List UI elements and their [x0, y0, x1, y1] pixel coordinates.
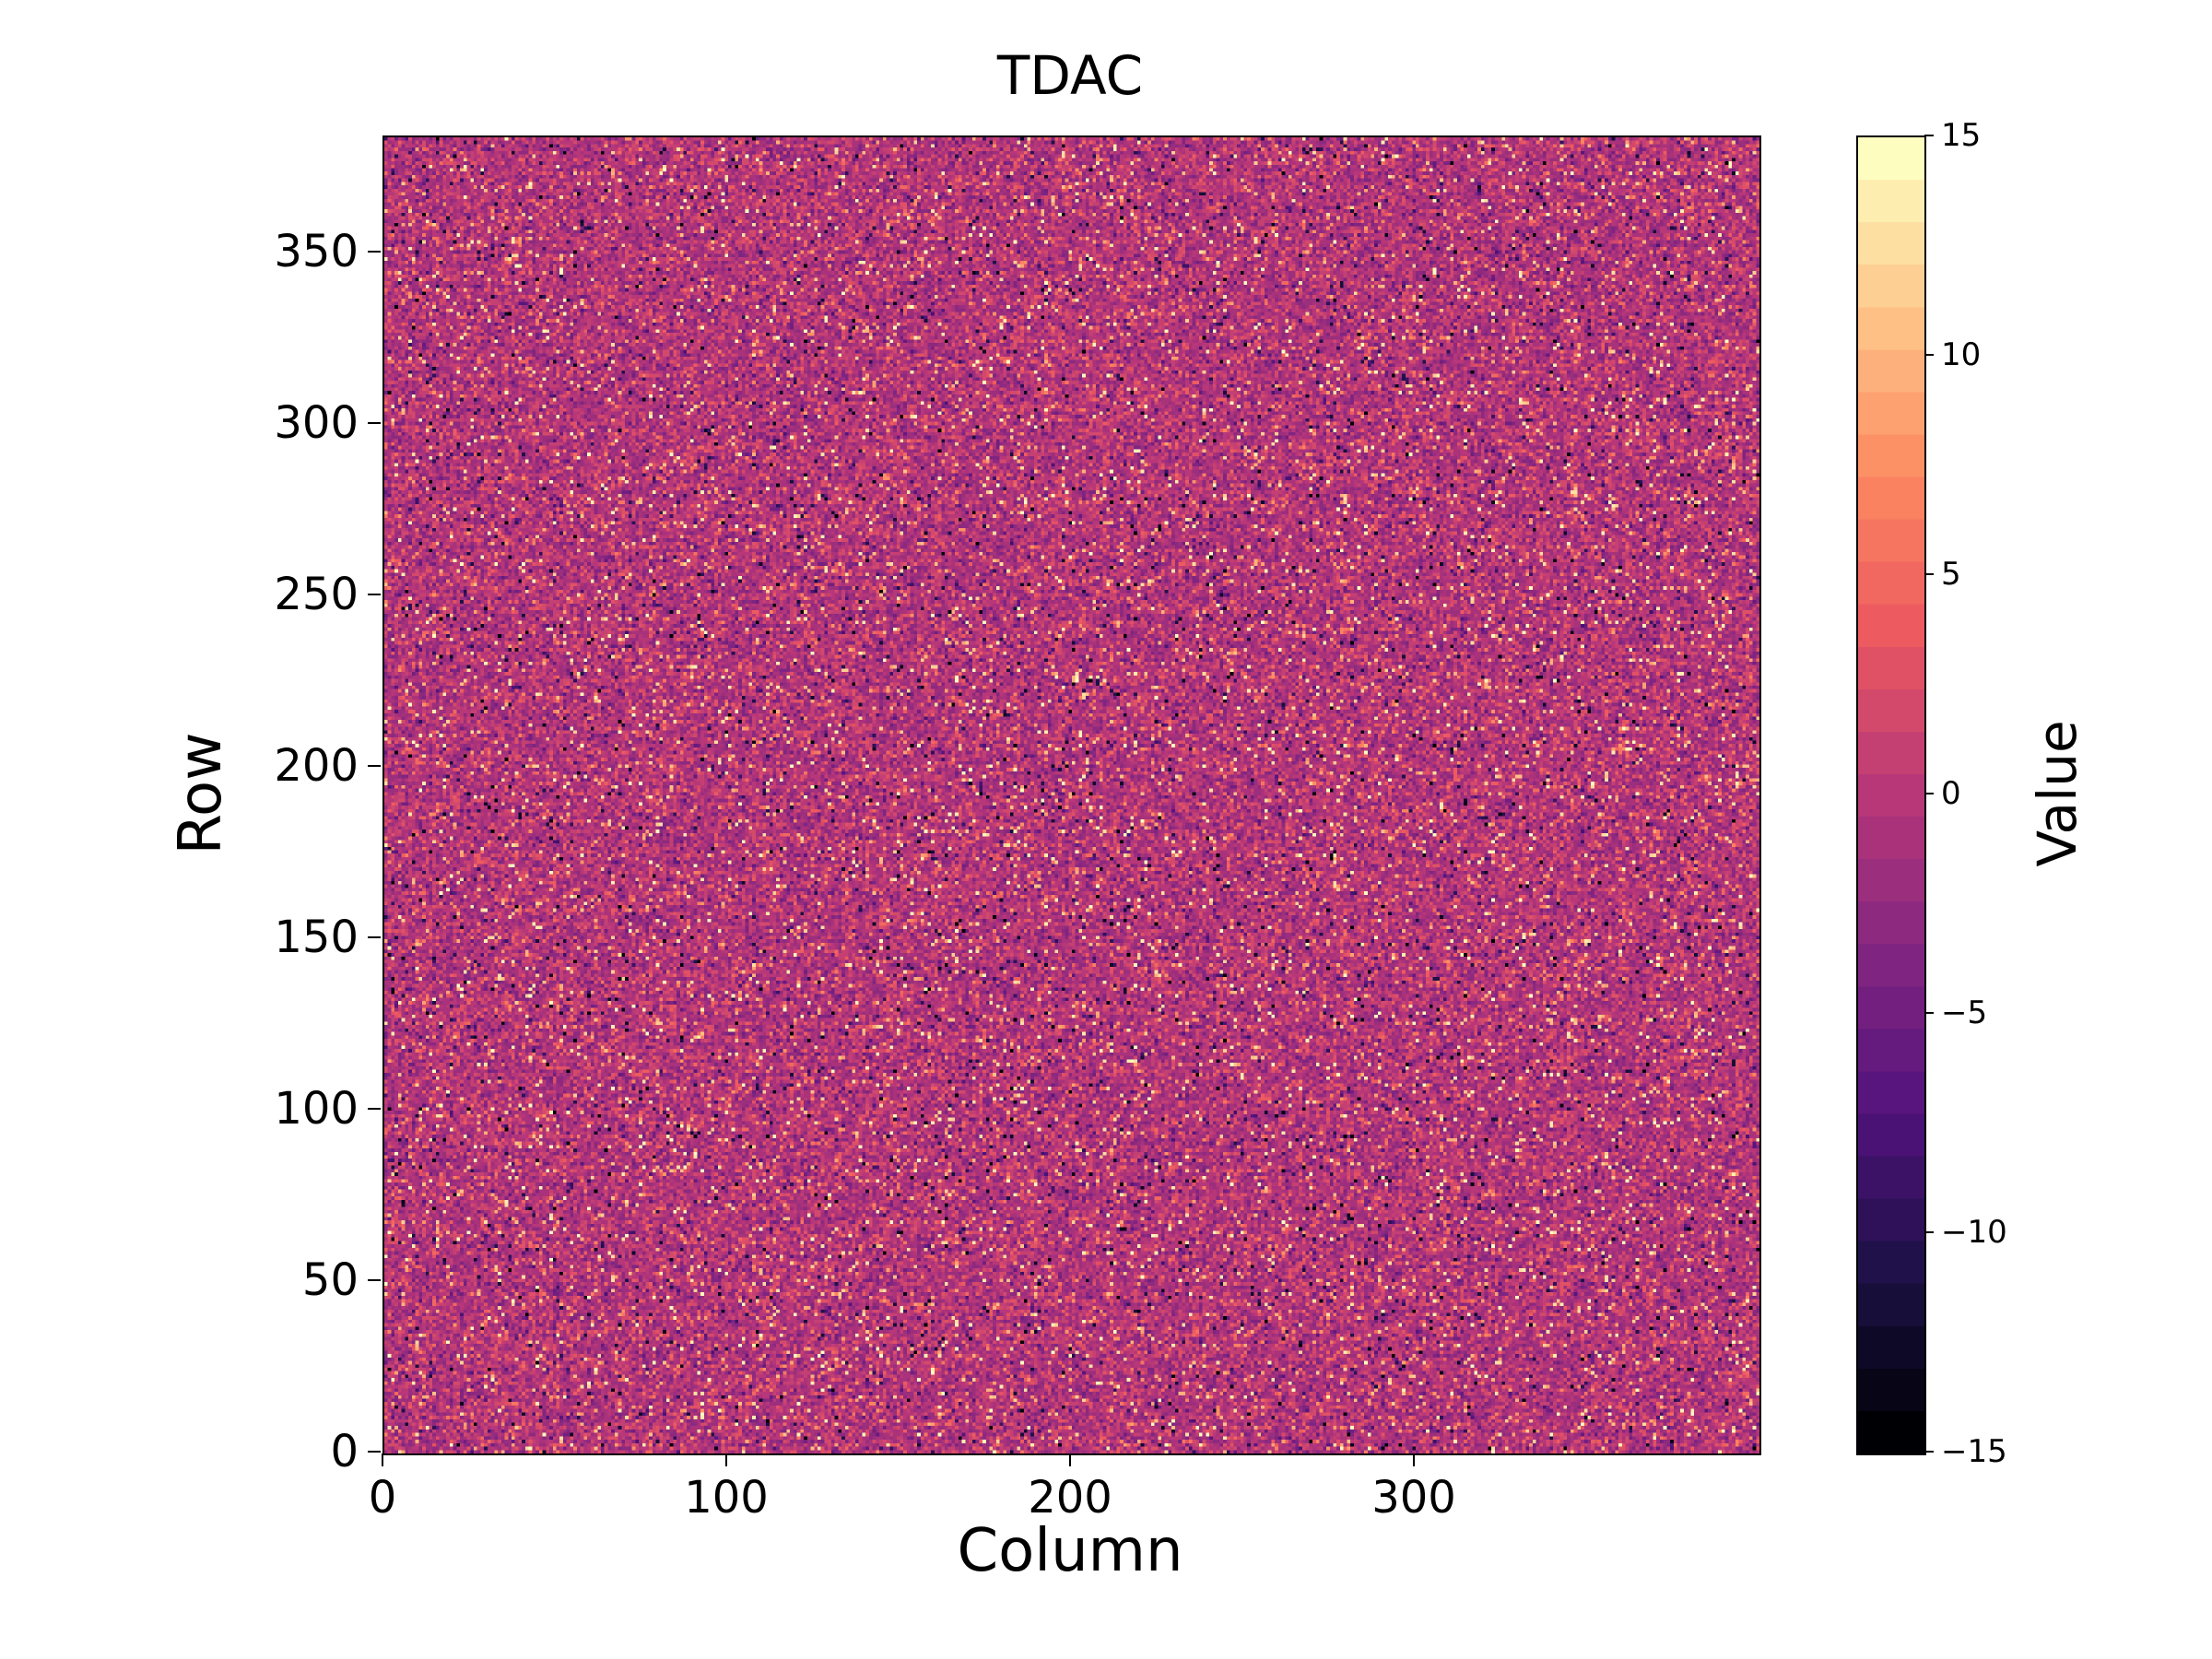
x-tick-label: 0	[368, 1472, 397, 1524]
colorbar-tick-mark	[1924, 354, 1934, 356]
colorbar-tick-label: 5	[1941, 556, 1961, 593]
colorbar-tick-mark	[1924, 135, 1934, 136]
y-tick-mark	[368, 936, 381, 939]
colorbar-tick-label: 0	[1941, 775, 1961, 812]
y-tick-label: 50	[301, 1254, 359, 1307]
heatmap-canvas	[384, 137, 1759, 1453]
y-tick-label: 0	[330, 1426, 359, 1477]
y-tick-mark	[368, 1279, 381, 1282]
y-tick-mark	[368, 422, 381, 425]
y-tick-label: 150	[274, 912, 359, 964]
y-tick-label: 100	[274, 1083, 359, 1135]
colorbar-tick-label: −10	[1941, 1214, 2007, 1251]
x-tick-label: 100	[684, 1472, 769, 1524]
colorbar-canvas	[1858, 137, 1924, 1453]
colorbar-tick-label: −5	[1941, 994, 1988, 1031]
colorbar-tick-mark	[1924, 573, 1934, 575]
y-axis-label: Row	[167, 732, 235, 855]
colorbar-tick-label: 15	[1941, 117, 1982, 154]
y-tick-label: 250	[274, 569, 359, 621]
y-tick-mark	[368, 765, 381, 768]
y-tick-label: 350	[274, 226, 359, 278]
x-tick-label: 200	[1028, 1472, 1112, 1524]
colorbar-tick-label: 10	[1941, 336, 1982, 373]
y-tick-mark	[368, 251, 381, 253]
y-tick-mark	[368, 1451, 381, 1453]
colorbar-tick-mark	[1924, 1231, 1934, 1233]
x-tick-mark	[382, 1453, 383, 1466]
chart-title: TDAC	[996, 44, 1144, 107]
x-tick-mark	[1413, 1453, 1415, 1466]
colorbar-tick-mark	[1924, 1012, 1934, 1014]
colorbar-tick-label: −15	[1941, 1433, 2007, 1470]
colorbar-tick-mark	[1924, 793, 1934, 794]
x-tick-mark	[725, 1453, 727, 1466]
colorbar-label: Value	[2026, 720, 2088, 867]
x-tick-mark	[1069, 1453, 1071, 1466]
x-axis-label: Column	[957, 1517, 1183, 1585]
y-tick-label: 200	[274, 740, 359, 793]
colorbar	[1856, 135, 1926, 1455]
plot-area	[382, 135, 1761, 1455]
y-tick-mark	[368, 1108, 381, 1111]
colorbar-tick-mark	[1924, 1451, 1934, 1453]
y-tick-label: 300	[274, 397, 359, 450]
y-tick-mark	[368, 594, 381, 596]
x-tick-label: 300	[1371, 1472, 1456, 1524]
